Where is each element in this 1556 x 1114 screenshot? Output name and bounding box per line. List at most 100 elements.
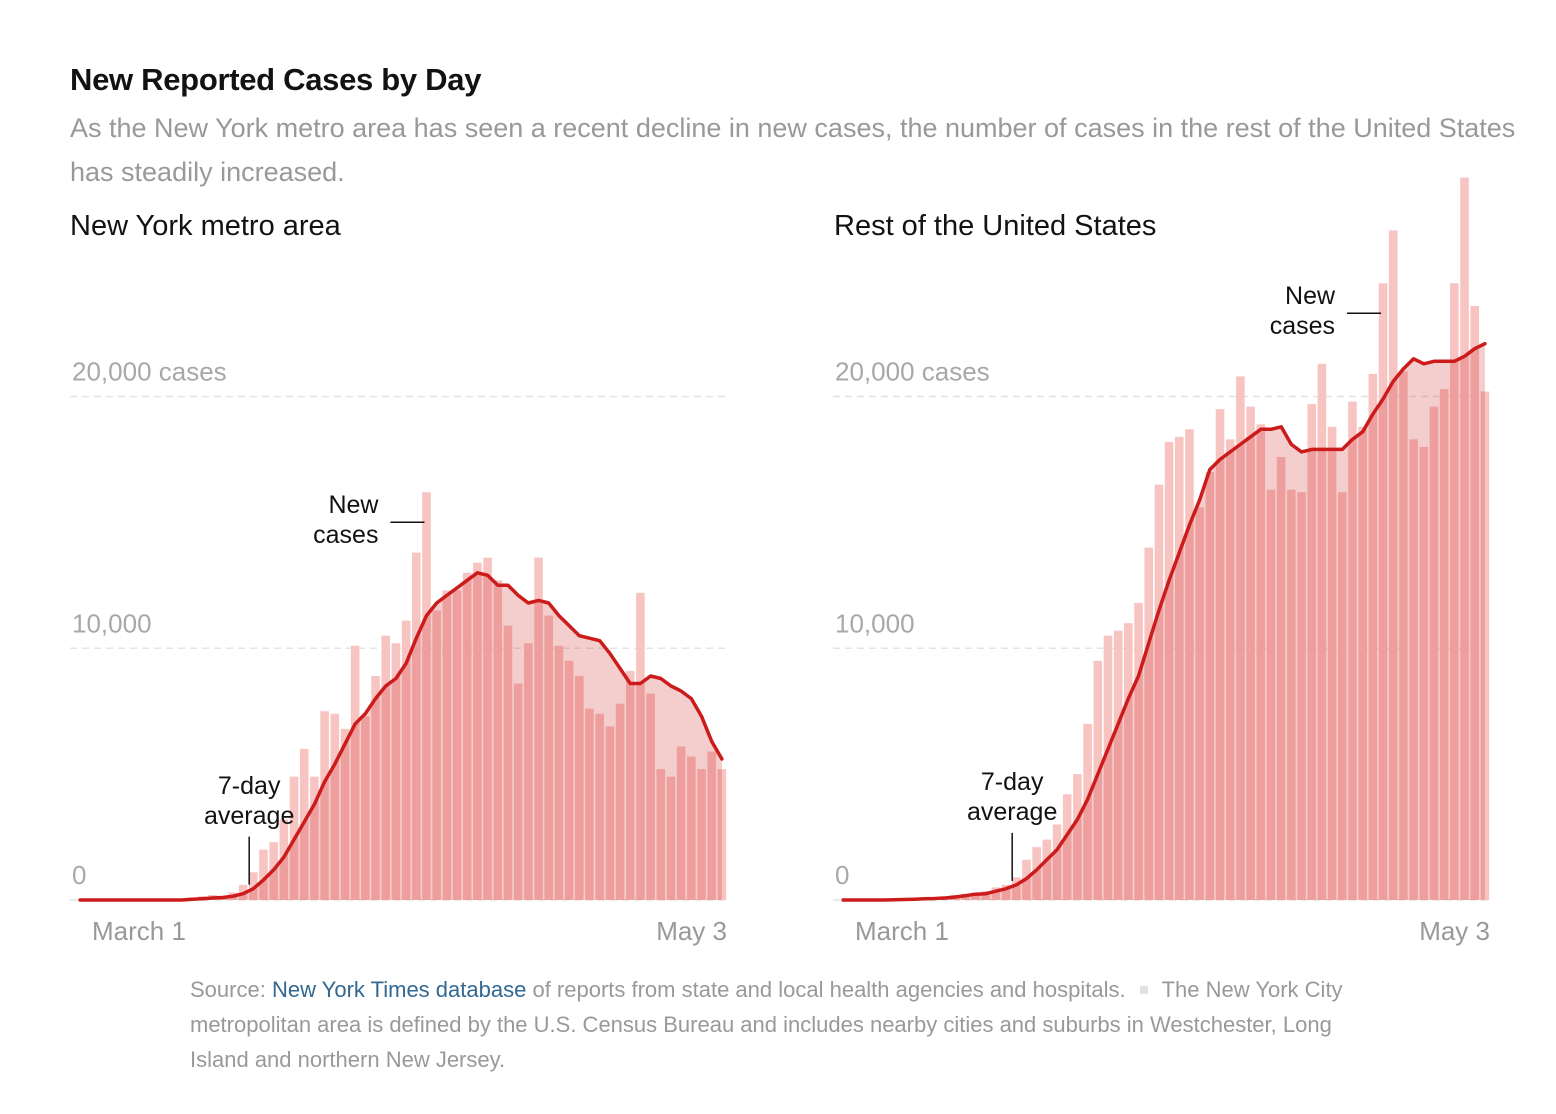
bar [381,635,391,900]
bar [1307,404,1317,900]
bar [1113,630,1123,900]
bar [1399,371,1408,901]
bar [595,713,604,900]
bar [1185,429,1194,900]
x-tick-label: March 1 [855,916,949,946]
bar [1388,230,1398,900]
bar [666,776,676,900]
bar [1246,406,1255,900]
x-tick-label: May 3 [1419,916,1490,946]
bar [687,756,696,900]
bar [544,615,554,900]
bar [1144,547,1154,900]
annotation: 7-day average [204,771,295,830]
bar [1480,391,1490,900]
bar [320,711,329,900]
bar [1378,283,1388,900]
source-link[interactable]: New York Times database [271,977,527,1002]
bar [971,892,980,900]
bar [462,572,472,900]
bar [1287,489,1296,900]
bar [1348,401,1357,900]
panel-title: Rest of the United States [834,210,1157,242]
bar [564,660,574,900]
bar [1368,373,1378,900]
bar [1317,363,1327,900]
bar [574,675,584,900]
y-tick-label: 20,000 cases [835,357,990,387]
bar [697,769,706,900]
bar [1062,794,1072,900]
bar [1450,283,1459,900]
bar [1134,602,1143,900]
bar [1205,472,1215,900]
bar [411,552,421,900]
bar [1225,439,1235,900]
y-tick-label: 0 [72,860,86,890]
average-line [78,571,724,902]
bar [625,670,635,900]
bar [1337,492,1347,900]
bar [1429,406,1439,900]
bar [310,776,319,900]
bar [1297,492,1306,900]
footnote: Source: New York Times database of repor… [190,972,1390,1077]
source-label: Source: [190,977,266,1002]
bar [991,887,1001,900]
bar [1327,426,1337,900]
bar [646,693,655,900]
bar [636,592,645,900]
separator [1139,986,1148,994]
annotation: New cases [1269,282,1336,341]
bar [1174,436,1184,900]
bar [442,590,452,900]
bar [534,557,543,900]
y-tick-label: 10,000 [835,608,915,638]
bar [1276,456,1286,900]
bar [605,726,615,900]
bar [1083,723,1092,900]
bar [503,625,513,900]
bar [1052,824,1062,900]
bar [483,557,492,900]
bar [340,728,350,900]
bar [1215,409,1225,900]
bar [1042,839,1052,900]
average-line [841,341,1487,902]
bar [1073,774,1082,900]
bar [717,769,727,900]
bar [1256,424,1266,900]
bar [1124,623,1133,900]
bar [513,683,523,900]
bar [1001,884,1011,900]
annotation: New cases [313,491,379,550]
bar [1236,376,1245,900]
bar [707,751,717,900]
note-text: The New York City metropolitan area is d… [190,977,1343,1072]
bar [524,643,533,900]
bar [585,708,594,900]
bar [361,716,370,900]
bar [473,562,482,900]
bar [1154,484,1164,900]
y-tick-label: 0 [835,860,849,890]
bar [350,645,360,900]
y-tick-label: 20,000 cases [72,357,227,387]
annotation: 7-day average [967,767,1058,826]
bar [1419,446,1429,900]
source-text: of reports from state and local health a… [532,977,1126,1002]
bar [259,849,268,900]
bar [401,620,411,900]
bar [554,645,564,900]
bar [656,769,666,900]
bar [1266,489,1276,900]
bar [1460,177,1469,900]
bar [422,492,431,900]
bar [371,675,380,900]
bar [391,643,401,900]
average-area [80,572,722,900]
bar [1011,877,1021,900]
x-tick-label: March 1 [92,916,186,946]
